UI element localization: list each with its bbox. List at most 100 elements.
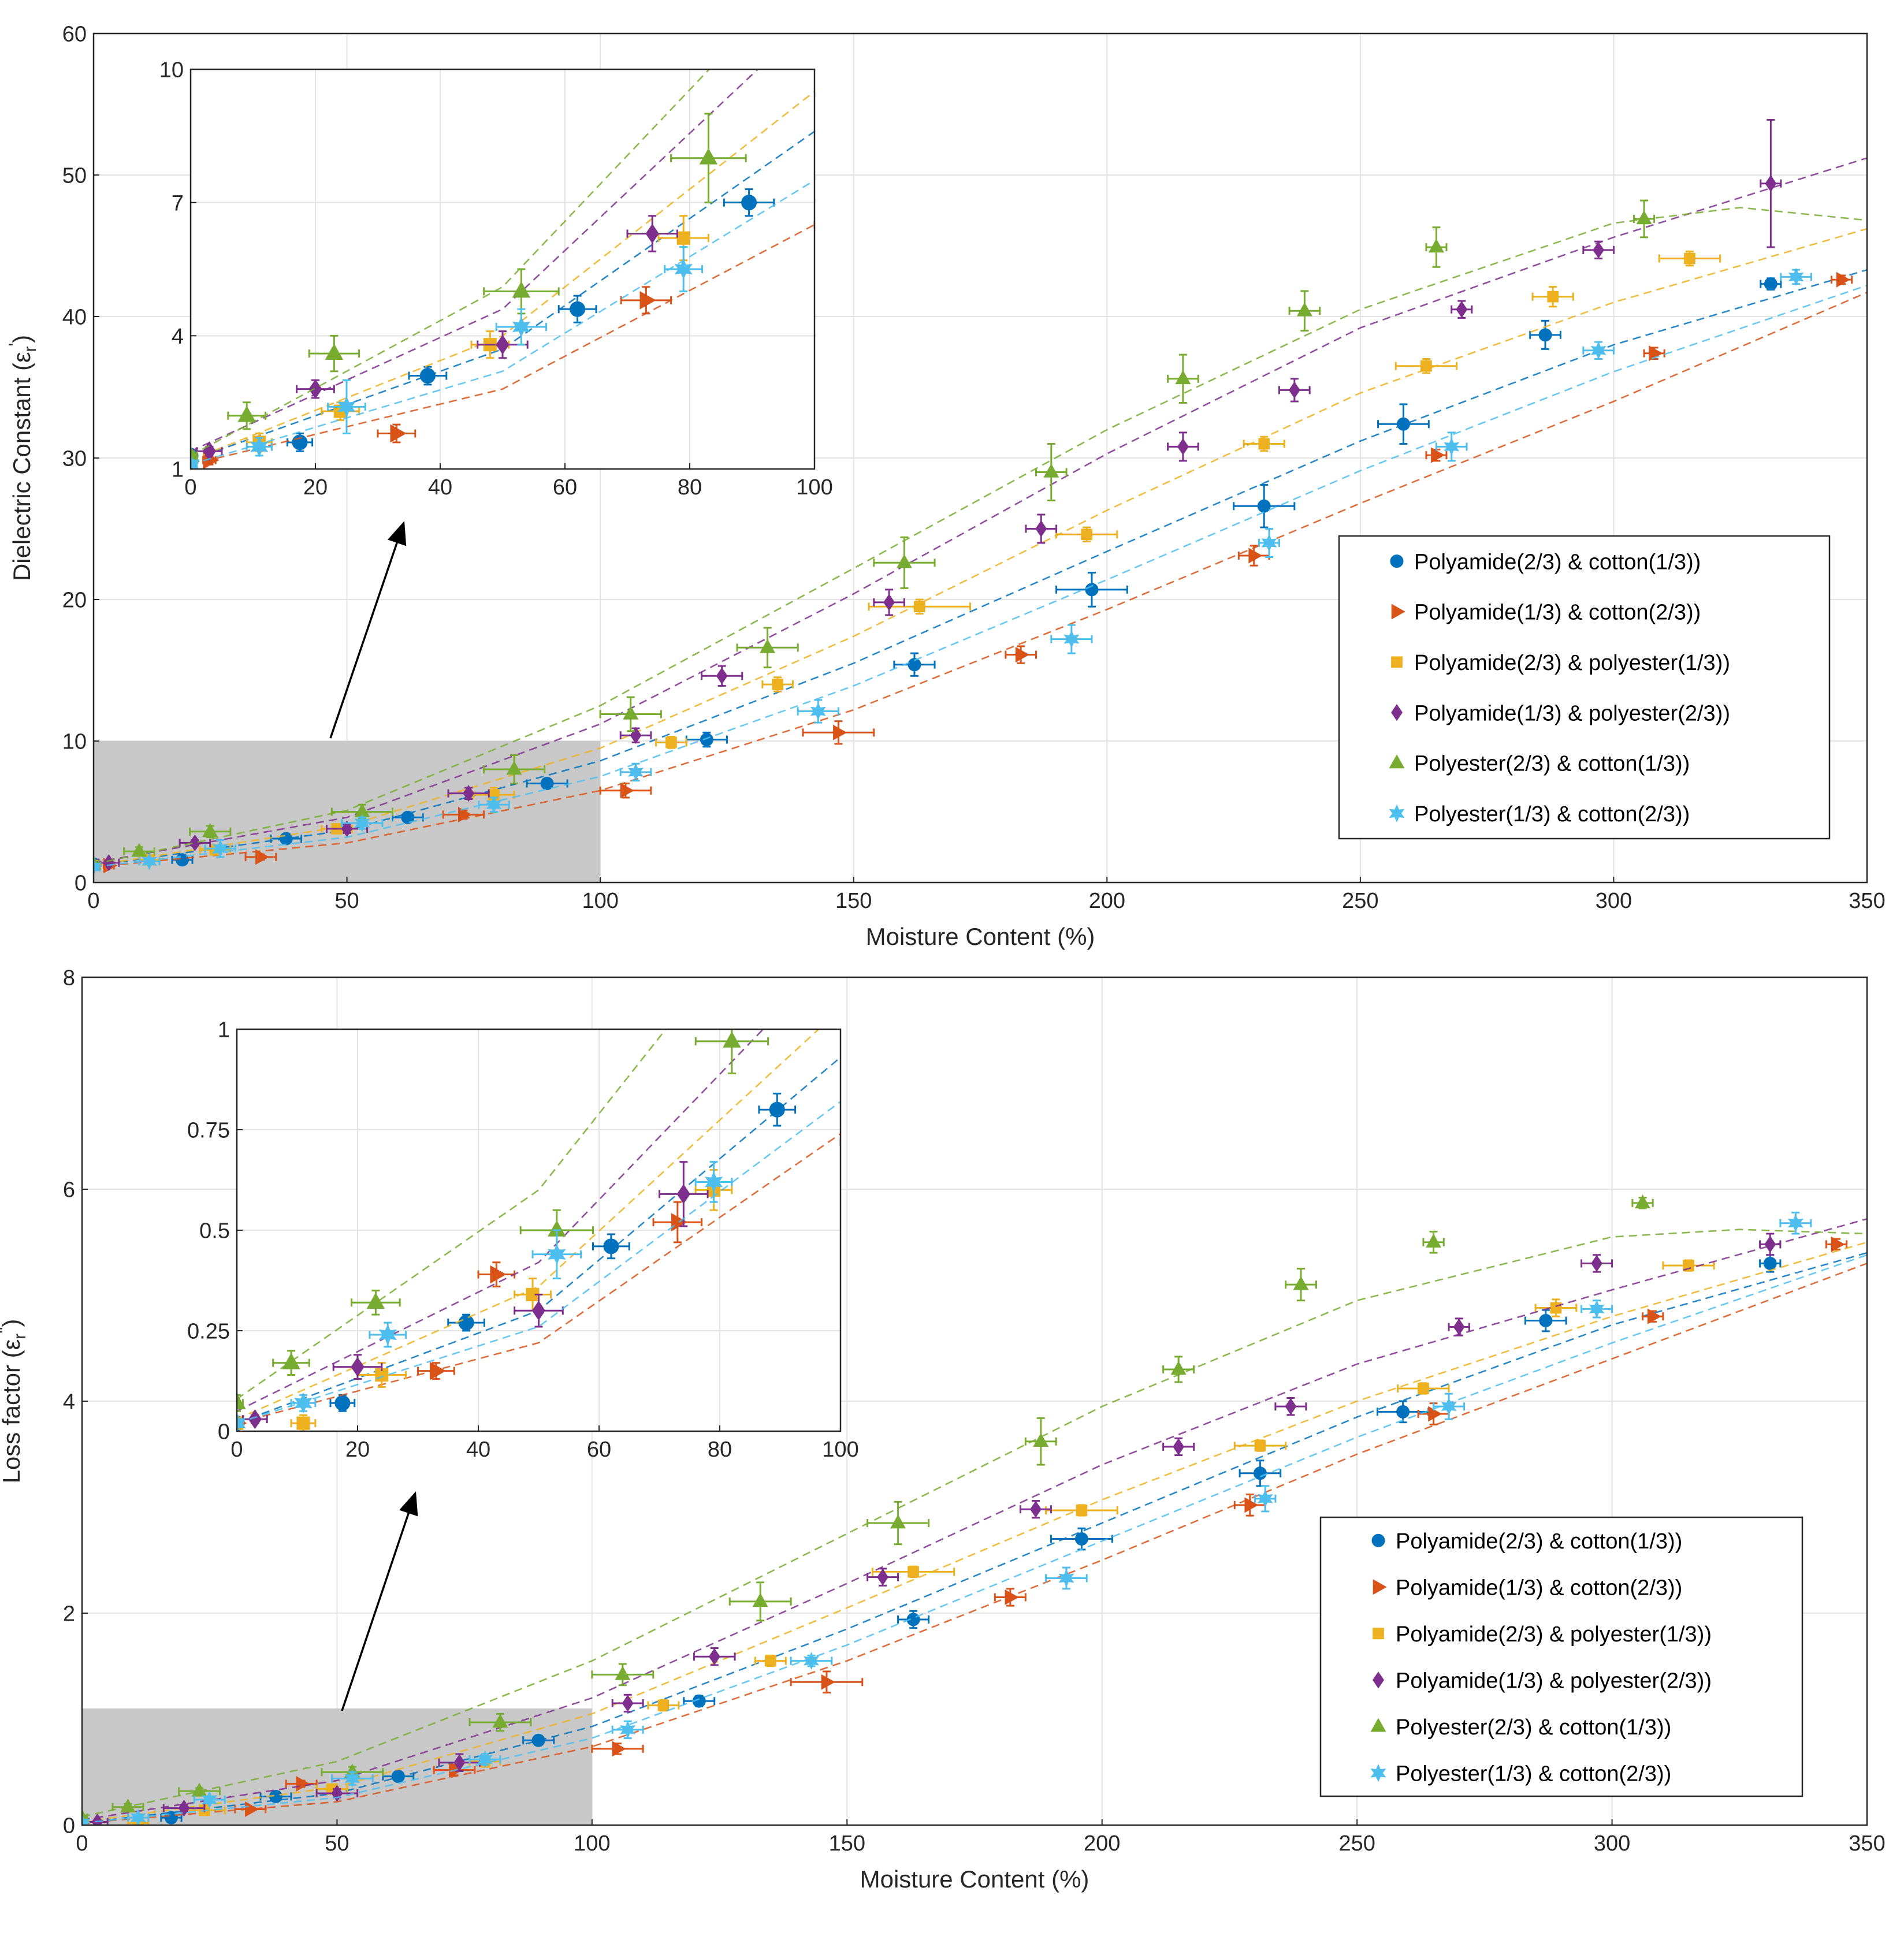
data-layer (94, 118, 1867, 876)
data-point (810, 702, 826, 721)
inset-data-point (248, 1409, 262, 1429)
inset-data-point (1529, 0, 1541, 6)
legend-marker (1389, 754, 1405, 769)
fit-line (94, 228, 1867, 866)
data-point (463, 785, 475, 802)
inset-fit-line (237, 1100, 841, 1424)
data-point (531, 1733, 545, 1747)
data-point (453, 1754, 466, 1771)
inset-plot: 0 20 40 60 80 100 0 0.25 0.5 0.75 1 (187, 0, 1541, 1462)
x-axis-label: Moisture Content (%) (866, 923, 1095, 950)
y-tick-label: 0 (75, 872, 87, 896)
data-point (908, 1566, 919, 1578)
y-axis-label-sup: '' (0, 1327, 14, 1334)
inset-data-point (237, 1393, 246, 1410)
legend-item: Polyamide(2/3) & polyester(1/3)) (1373, 1622, 1712, 1647)
legend-marker (1371, 1533, 1385, 1547)
legend-item: Polyamide(1/3) & polyester(2/3)) (1373, 1669, 1712, 1693)
inset-data-point (429, 1361, 447, 1380)
legend-box (1319, 1516, 1803, 1797)
data-point (458, 806, 473, 822)
y-axis-label: Dielectric Constant (εr') (6, 335, 40, 581)
inset-x-tick-label: 100 (822, 1438, 858, 1462)
inset-data-point (237, 1412, 246, 1431)
data-point (1015, 647, 1029, 663)
inset-data-point (250, 436, 269, 457)
data-point (877, 1568, 889, 1586)
inset-data-point (390, 424, 407, 443)
inset-data-point (292, 434, 308, 451)
y-tick-label: 40 (62, 306, 87, 330)
legend-marker (1391, 604, 1405, 620)
data-point (1428, 239, 1444, 253)
y-tick-label: 4 (63, 1390, 75, 1414)
data-point (612, 1741, 626, 1757)
inset-data-point (366, 1293, 385, 1309)
data-point (1257, 499, 1271, 513)
data-point (1539, 1314, 1553, 1328)
inset-data-point (548, 1243, 566, 1265)
data-point (178, 1800, 190, 1817)
data-point (1076, 1505, 1088, 1516)
legend-item: Polyamide(2/3) & cotton(1/3)) (1371, 1529, 1682, 1554)
inset-x-tick-label: 0 (184, 475, 196, 500)
inset-data-point (191, 454, 200, 469)
data-point (1258, 438, 1270, 450)
data-point (1787, 1214, 1803, 1233)
inset-series-3 (237, 0, 1541, 1429)
inset-data-point (337, 396, 356, 418)
legend-marker (1391, 656, 1403, 668)
x-tick-label: 100 (574, 1831, 610, 1856)
data-point (1173, 1438, 1185, 1455)
data-point (1285, 1398, 1297, 1415)
legend-label: Polyester(2/3) & cotton(1/3)) (1396, 1715, 1671, 1740)
legend-label: Polyamide(1/3) & polyester(2/3)) (1414, 701, 1730, 725)
data-point (486, 795, 502, 814)
inset-fit-line (237, 1056, 841, 1424)
data-point (765, 1655, 776, 1667)
data-point (354, 814, 370, 832)
data-point (620, 783, 634, 799)
legend-item: Polyester(1/3) & cotton(2/3)) (1370, 1762, 1671, 1786)
data-point (1418, 1383, 1429, 1394)
data-point (1293, 1276, 1309, 1290)
data-point (1763, 1256, 1777, 1270)
inset-y-tick-label: 4 (172, 325, 184, 349)
legend-label: Polyamide(1/3) & cotton(2/3)) (1396, 1576, 1682, 1600)
legend: Polyamide(2/3) & cotton(1/3)) Polyamide(1… (1338, 535, 1831, 840)
data-point (1836, 271, 1850, 288)
inset-plot-area (191, 69, 815, 469)
x-tick-label: 50 (334, 889, 359, 913)
data-point (191, 1782, 207, 1797)
legend-marker (1373, 1628, 1384, 1640)
inset-data-point (282, 1353, 300, 1369)
inset-series-4 (191, 69, 747, 462)
x-tick-label: 200 (1089, 889, 1125, 913)
inset-x-tick-label: 0 (230, 1438, 243, 1462)
inset-x-tick-label: 60 (553, 475, 577, 500)
inset-data-point (512, 316, 531, 338)
data-point (1261, 534, 1277, 552)
data-point (708, 1648, 720, 1665)
inset-y-tick-label: 0.25 (187, 1320, 230, 1344)
data-point (94, 858, 102, 876)
series-4 (82, 1194, 1867, 1823)
inset-data-point (723, 1031, 741, 1048)
inset-data-point (645, 224, 659, 244)
data-point (1029, 1501, 1042, 1518)
data-point (1444, 437, 1460, 456)
x-tick-label: 200 (1084, 1831, 1120, 1856)
data-point (1035, 520, 1047, 538)
data-point (1426, 1233, 1442, 1248)
inset-data-point (294, 1393, 313, 1414)
inset-x-tick-label: 80 (678, 475, 702, 500)
data-point (401, 810, 415, 824)
inset-y-tick-label: 0 (218, 1420, 230, 1444)
data-point (1636, 210, 1652, 225)
data-point (1177, 438, 1189, 456)
highlight-region (82, 1708, 592, 1825)
data-point (908, 658, 921, 672)
inset-data-point (496, 334, 510, 355)
data-point (1831, 1236, 1845, 1252)
inset-data-layer (237, 0, 1541, 1431)
